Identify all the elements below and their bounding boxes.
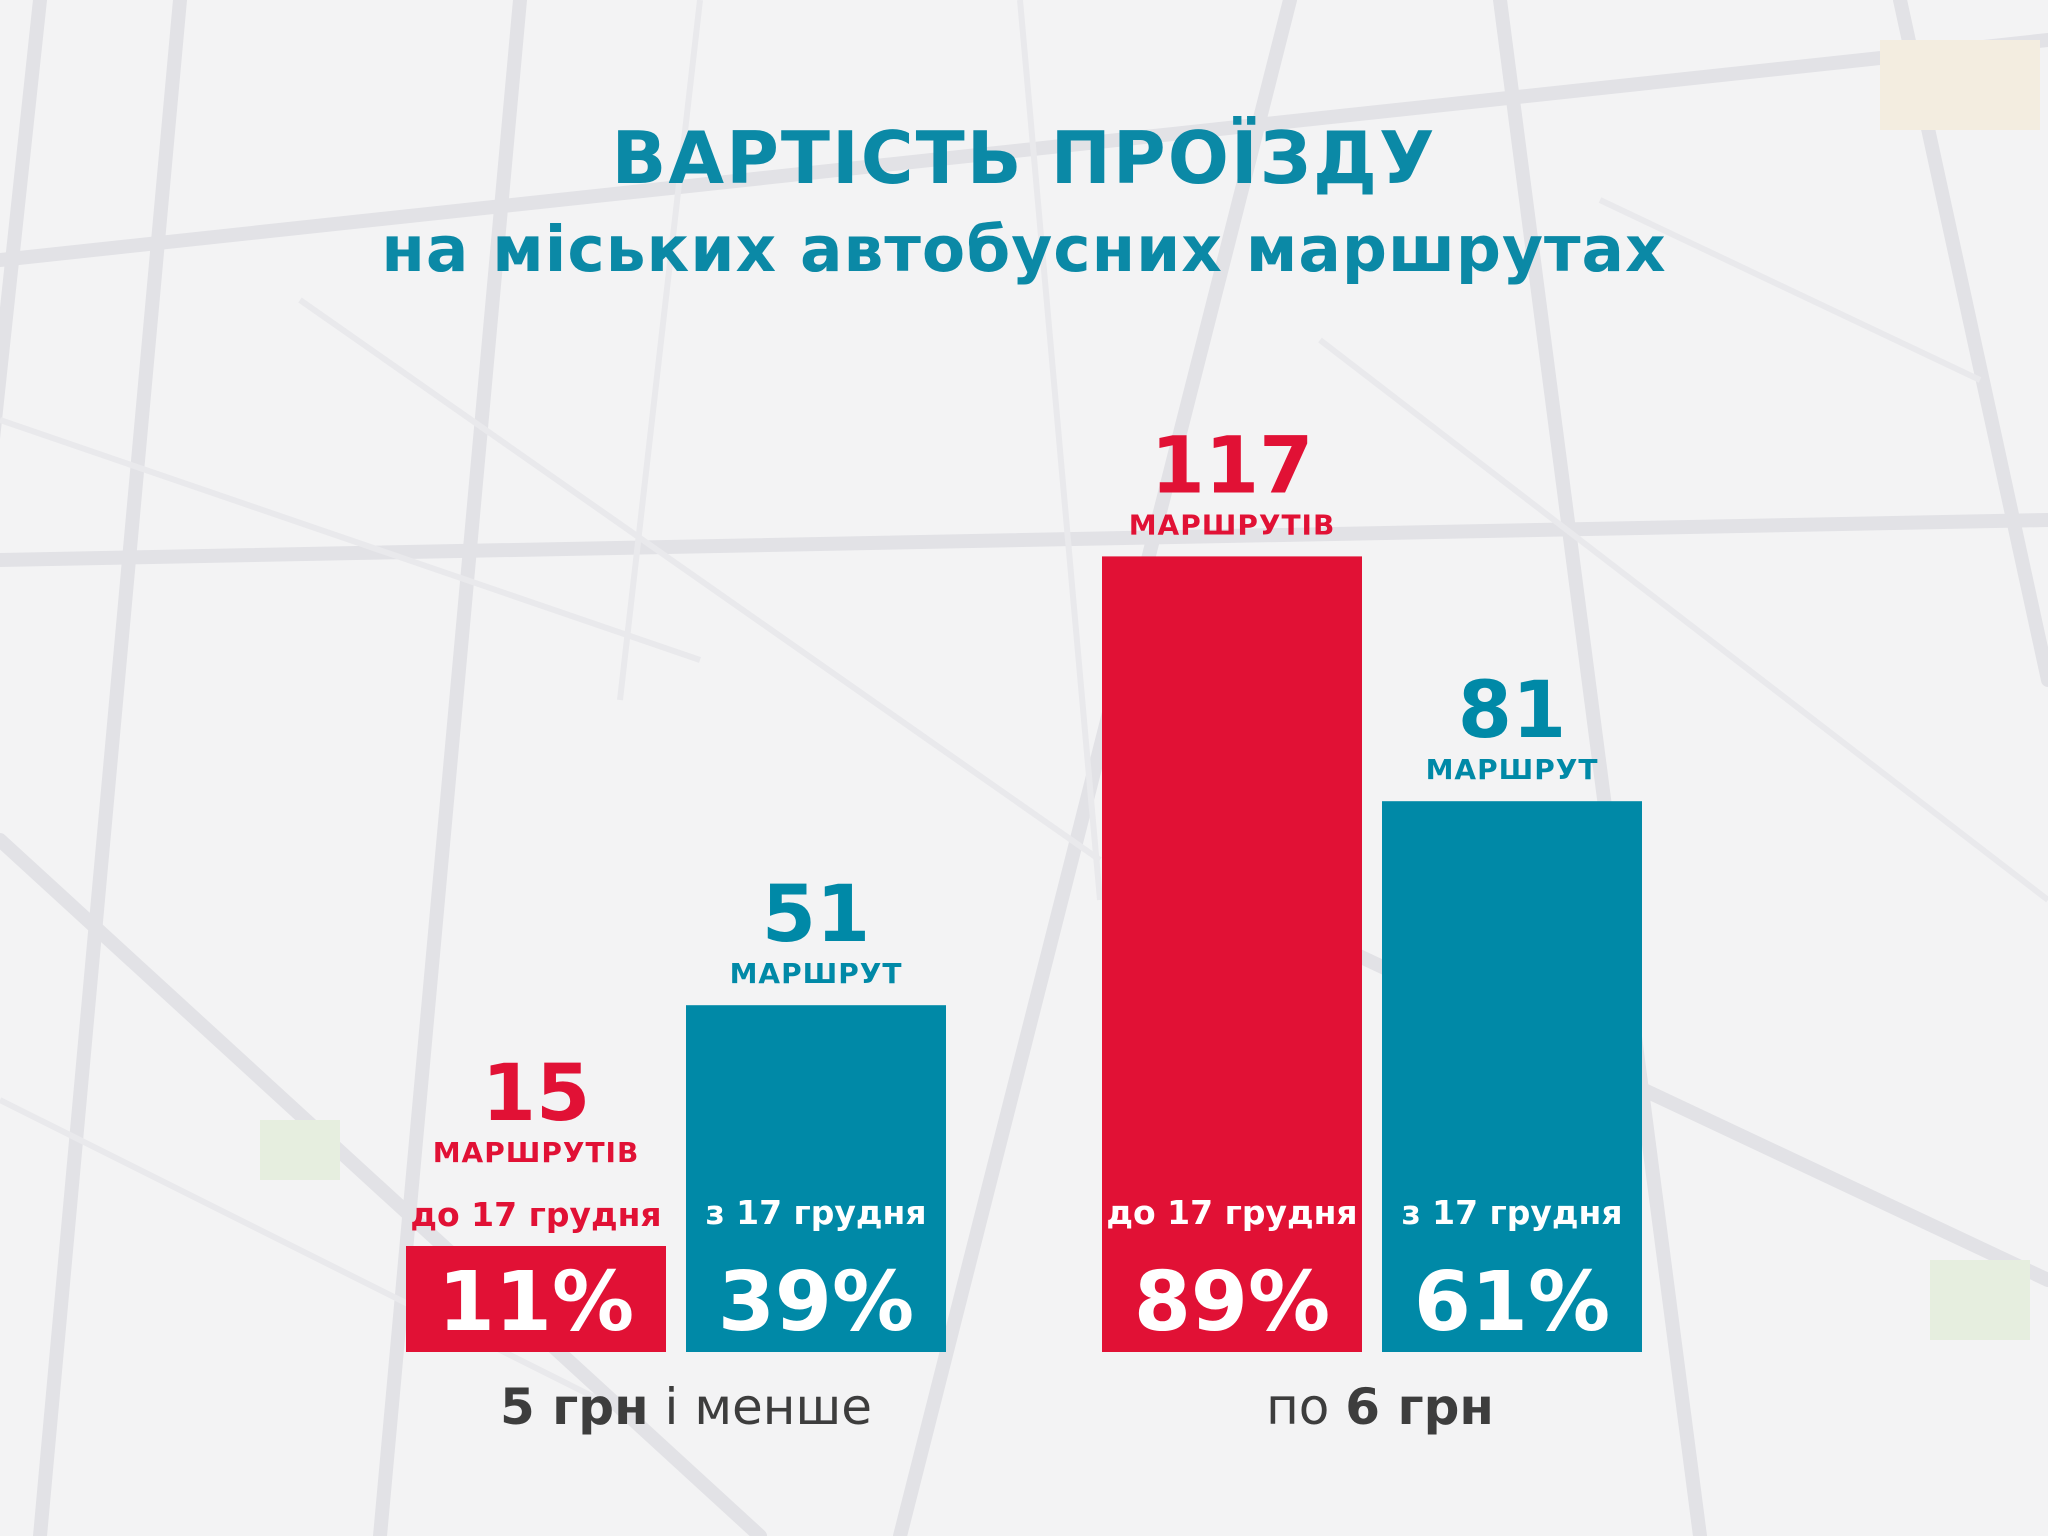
bar-unit-label-g1-b1: МАРШРУТ xyxy=(1426,753,1599,786)
chart-title-line-2: на міських автобусних маршрутах xyxy=(381,213,1667,286)
bar-value-label-g0-b0: 15 xyxy=(482,1049,591,1139)
bar-value-label-g1-b1: 81 xyxy=(1458,666,1567,756)
bar-unit-label-g0-b1: МАРШРУТ xyxy=(730,957,903,990)
bar-series-label-g0-b0: до 17 грудня xyxy=(410,1195,661,1234)
bar-unit-label-g0-b0: МАРШРУТІВ xyxy=(433,1136,640,1169)
bar-percent-g1-b1: 61% xyxy=(1414,1255,1610,1350)
bar-unit-label-g1-b0: МАРШРУТІВ xyxy=(1129,508,1336,541)
bar-g1-b0 xyxy=(1102,556,1362,1352)
bar-percent-g0-b0: 11% xyxy=(438,1255,634,1350)
chart-title-line-1: ВАРТІСТЬ ПРОЇЗДУ xyxy=(611,116,1437,200)
bar-g0-b0 xyxy=(406,1246,666,1352)
bar-g0-b1 xyxy=(686,1005,946,1352)
group-label-5uah-rest: і менше xyxy=(648,1378,873,1436)
group-label-6uah: по 6 грн xyxy=(1100,1382,1660,1432)
bar-percent-g1-b0: 89% xyxy=(1134,1255,1330,1350)
bar-series-label-g1-b0: до 17 грудня xyxy=(1106,1193,1357,1232)
bar-value-label-g0-b1: 51 xyxy=(762,870,871,960)
group-label-6uah-prefix: по xyxy=(1266,1378,1346,1436)
bar-value-label-g1-b0: 117 xyxy=(1151,421,1314,511)
group-label-5uah-strong: 5 грн xyxy=(499,1378,649,1436)
group-label-6uah-strong: 6 грн xyxy=(1345,1378,1494,1436)
bar-percent-g0-b1: 39% xyxy=(718,1255,914,1350)
bar-series-label-g0-b1: з 17 грудня xyxy=(705,1193,926,1232)
group-label-5uah: 5 грн і менше xyxy=(406,1382,966,1432)
bar-series-label-g1-b1: з 17 грудня xyxy=(1401,1193,1622,1232)
bar-g1-b1 xyxy=(1382,801,1642,1352)
